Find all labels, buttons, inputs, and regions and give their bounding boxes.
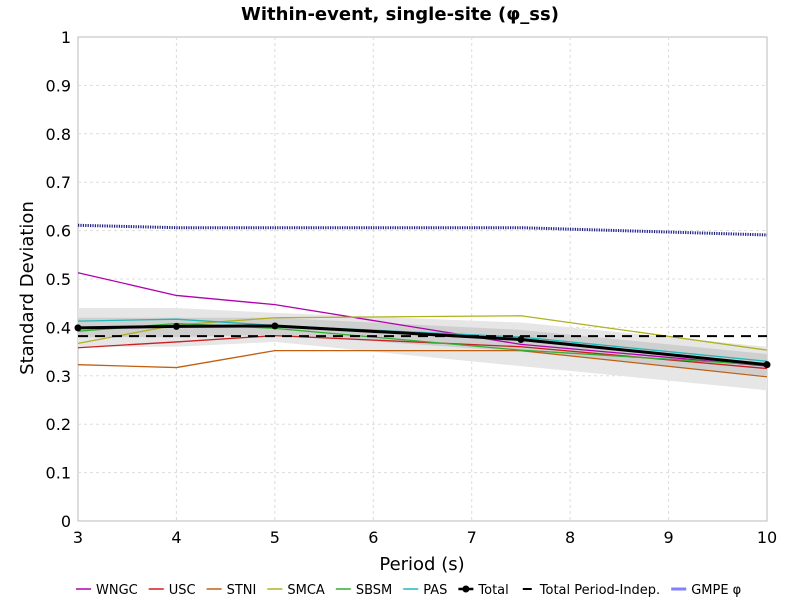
- y-tick-label: 0.7: [46, 173, 71, 192]
- series-point-total: [172, 322, 180, 330]
- y-tick-label: 0.9: [46, 76, 71, 95]
- series-line-gmpe: [77, 223, 768, 237]
- x-tick-label: 9: [663, 528, 673, 547]
- legend-label-wngc: WNGC: [96, 583, 138, 598]
- y-tick-label: 0: [61, 512, 71, 531]
- series-point-total: [763, 361, 771, 369]
- confidence-bands: [78, 308, 767, 391]
- legend-marker-total: [462, 585, 470, 593]
- y-tick-label: 0.1: [46, 464, 71, 483]
- x-tick-label: 6: [368, 528, 378, 547]
- uncertainty-band: [78, 317, 767, 376]
- x-axis-ticks: 3 4 5 6 7 8 9 10: [73, 528, 777, 547]
- series-group: [74, 223, 771, 378]
- x-axis-label: Period (s): [379, 554, 464, 575]
- legend-label-stni: STNI: [227, 583, 257, 598]
- series-line-stni: [77, 349, 768, 378]
- legend-label-usc: USC: [169, 583, 196, 598]
- legend-label-total: Total: [477, 583, 508, 598]
- x-tick-label: 5: [270, 528, 280, 547]
- y-tick-label: 0.4: [46, 318, 71, 337]
- y-tick-label: 0.3: [46, 367, 71, 386]
- y-axis-label: Standard Deviation: [17, 201, 38, 375]
- legend-label-gmpe: GMPE φ: [691, 583, 741, 598]
- legend-label-total-period-indep: Total Period-Indep.: [539, 583, 660, 598]
- legend-label-smca: SMCA: [287, 583, 325, 598]
- chart-title: Within-event, single-site (φ_ss): [241, 4, 559, 25]
- series-line-smca: [77, 315, 768, 351]
- legend-label-pas: PAS: [423, 583, 447, 598]
- y-tick-label: 1: [61, 28, 71, 47]
- series-line-wngc: [77, 272, 768, 367]
- y-tick-label: 0.8: [46, 125, 71, 144]
- series-point-total: [517, 336, 525, 343]
- legend: WNGC USC STNI SMCA SBSM PAS Total Total Period-…: [76, 583, 741, 598]
- x-tick-label: 7: [467, 528, 477, 547]
- series-point-total: [271, 322, 279, 330]
- x-tick-label: 10: [757, 528, 777, 547]
- x-tick-label: 8: [565, 528, 575, 547]
- grid: [78, 37, 767, 521]
- x-tick-label: 3: [73, 528, 83, 547]
- series-point-total: [74, 324, 82, 332]
- legend-label-sbsm: SBSM: [356, 583, 392, 598]
- y-tick-label: 0.2: [46, 415, 71, 434]
- y-axis-ticks: 0 0.1 0.2 0.3 0.4 0.5 0.6 0.7 0.8 0.9 1: [46, 28, 71, 531]
- x-tick-label: 4: [171, 528, 181, 547]
- y-tick-label: 0.5: [46, 270, 71, 289]
- y-tick-label: 0.6: [46, 222, 71, 241]
